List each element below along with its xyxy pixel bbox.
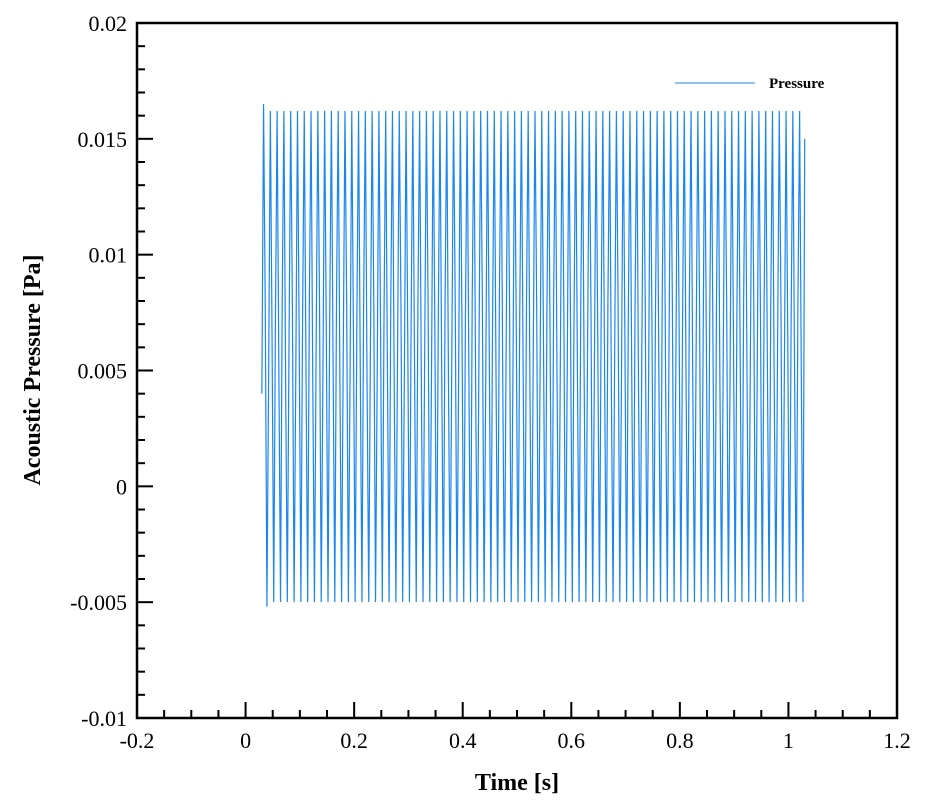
legend-label: Pressure xyxy=(769,76,825,92)
y-tick-label: 0.005 xyxy=(78,359,128,384)
y-tick-label: 0.01 xyxy=(89,243,128,268)
y-tick-label: 0 xyxy=(116,474,127,499)
x-tick-label: 0 xyxy=(240,728,251,753)
plot-frame xyxy=(135,21,899,720)
x-tick-label: 1.2 xyxy=(883,728,911,753)
x-tick-label: -0.2 xyxy=(120,728,155,753)
x-tick-label: 0.4 xyxy=(449,728,477,753)
y-tick-label: 0.015 xyxy=(78,127,128,152)
tick-labels: -0.2 0 0.2 0.4 0.6 0.8 1 1.2 -0.01 -0.005 0 0.005 0.… xyxy=(70,11,911,753)
x-tick-label: 0.2 xyxy=(340,728,368,753)
series-layer xyxy=(261,104,806,607)
ticks-layer xyxy=(136,22,898,719)
x-axis-label: Time [s] xyxy=(475,770,559,796)
legend: Pressure xyxy=(675,76,825,92)
x-tick-label: 0.8 xyxy=(666,728,694,753)
y-axis-label: Acoustic Pressure [Pa] xyxy=(20,254,46,485)
x-tick-label: 1 xyxy=(783,728,794,753)
y-tick-label: 0.02 xyxy=(89,11,128,36)
y-tick-label: -0.005 xyxy=(70,590,127,615)
x-tick-label: 0.6 xyxy=(558,728,586,753)
series-pressure-line xyxy=(261,104,806,607)
y-tick-label: -0.01 xyxy=(81,706,127,731)
